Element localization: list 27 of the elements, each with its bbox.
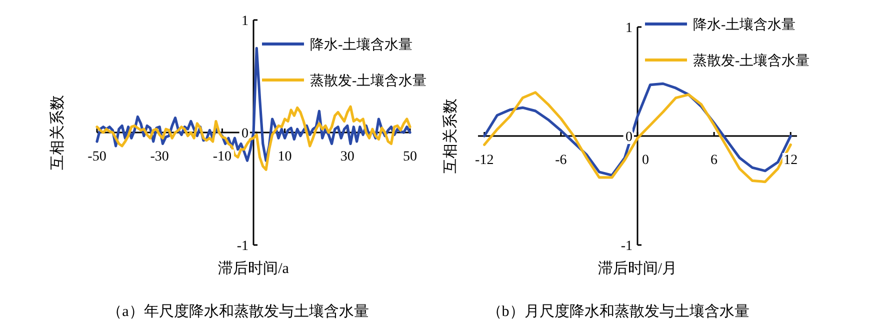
x-tick-label: 6: [710, 153, 718, 168]
y-tick-label: 0: [626, 130, 632, 145]
x-axis-title: 滞后时间/a: [218, 260, 290, 277]
y-axis-title: 互相关系数: [49, 95, 66, 170]
x-tick-label: -6: [555, 153, 567, 168]
text: （b）月尺度降水和蒸散发与土壤含水量: [486, 303, 750, 320]
y-tick-label: 1: [242, 14, 248, 29]
x-tick-label: -50: [88, 150, 106, 164]
x-tick-label: -10: [212, 150, 232, 164]
x-tick-label: 0: [642, 153, 649, 168]
legend-label: 降水-土壤含水量: [310, 37, 413, 53]
legend-label: 降水-土壤含水量: [693, 17, 796, 33]
x-tick-label: 30: [340, 150, 354, 164]
y-axis-title: 互相关系数: [442, 98, 459, 174]
x-axis-title: 滞后时间/月: [598, 260, 678, 277]
y-tick-label: -1: [620, 239, 632, 254]
x-tick-label: -30: [150, 150, 169, 164]
legend-label: 蒸散发-土壤含水量: [693, 53, 810, 69]
y-tick-label: 1: [626, 21, 632, 36]
y-tick-label: -1: [236, 239, 248, 254]
x-tick-label: 12: [784, 153, 798, 168]
x-tick-label: 10: [278, 150, 292, 164]
y-tick-label: 0: [242, 126, 248, 142]
x-tick-label: -12: [475, 153, 494, 168]
legend-label: 蒸散发-土壤含水量: [310, 73, 427, 89]
x-tick-label: 50: [403, 150, 417, 164]
text: （a）年尺度降水和蒸散发与土壤含水量: [107, 303, 369, 320]
